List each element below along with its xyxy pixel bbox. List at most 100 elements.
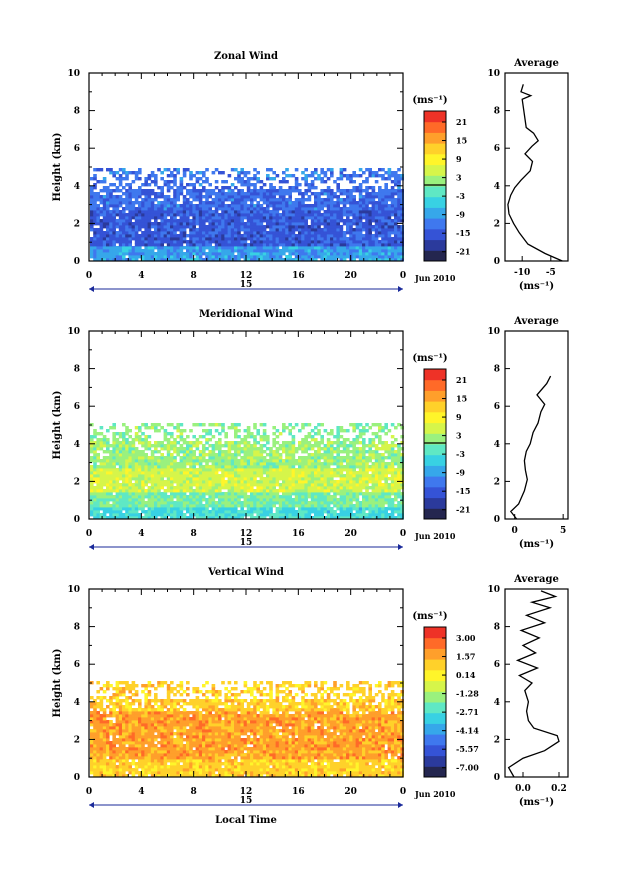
heatmap-cell: [291, 249, 296, 253]
heatmap-cell: [230, 441, 235, 445]
heatmap-cell: [221, 198, 225, 202]
heatmap-cell: [336, 471, 340, 475]
heatmap-cell: [173, 180, 177, 184]
heatmap-cell: [390, 516, 395, 520]
heatmap-cell: [323, 447, 328, 451]
heatmap-cell: [400, 501, 404, 505]
heatmap-cell: [387, 198, 392, 202]
heatmap-cell: [285, 510, 289, 514]
heatmap-cell: [218, 228, 222, 232]
heatmap-cell: [147, 228, 152, 232]
heatmap-cell: [214, 198, 219, 202]
heatmap-cell: [342, 459, 347, 463]
heatmap-cell: [182, 438, 187, 442]
heatmap-cell: [365, 513, 369, 517]
heatmap-cell: [141, 465, 145, 469]
heatmap-cell: [125, 477, 129, 481]
heatmap-cell: [387, 210, 392, 214]
heatmap-cell: [173, 225, 177, 229]
heatmap-cell: [400, 195, 404, 199]
heatmap-cell: [394, 249, 398, 253]
heatmap-cell: [128, 471, 132, 475]
heatmap-cell: [358, 501, 363, 505]
heatmap-cell: [253, 495, 257, 499]
heatmap-cell: [205, 225, 209, 229]
heatmap-cell: [330, 219, 334, 223]
heatmap-cell: [154, 462, 158, 466]
heatmap-cell: [307, 513, 312, 517]
heatmap-cell: [278, 216, 283, 220]
heatmap-cell: [221, 501, 225, 505]
heatmap-cell: [330, 471, 334, 475]
heatmap-cell: [134, 246, 139, 250]
heatmap-cell: [182, 465, 187, 469]
heatmap-cell: [365, 234, 369, 238]
heatmap-cell: [192, 246, 196, 250]
heatmap-cell: [134, 501, 139, 505]
heatmap-cell: [390, 231, 395, 235]
heatmap-cell: [269, 195, 273, 199]
heatmap-cell: [106, 207, 110, 211]
heatmap-cell: [323, 219, 328, 223]
colorbar-tick-label: -3: [456, 191, 465, 201]
heatmap-cell: [262, 234, 267, 238]
heatmap-cell: [310, 225, 315, 229]
heatmap-cell: [256, 510, 260, 514]
heatmap-cell: [342, 495, 347, 499]
heatmap-cell: [275, 228, 280, 232]
heatmap-cell: [278, 207, 283, 211]
heatmap-cell: [256, 246, 260, 250]
heatmap-cell: [346, 246, 350, 250]
heatmap-cell: [262, 201, 267, 205]
heatmap-cell: [381, 468, 385, 472]
heatmap-cell: [154, 213, 158, 217]
heatmap-cell: [224, 252, 228, 256]
heatmap-cell: [291, 258, 296, 262]
heatmap-cell: [138, 255, 142, 259]
heatmap-cell: [112, 516, 116, 520]
heatmap-cell: [371, 510, 376, 514]
heatmap-cell: [307, 510, 312, 514]
heatmap-cell: [106, 516, 110, 520]
heatmap-cell: [368, 249, 372, 253]
heatmap-cell: [154, 177, 158, 181]
heatmap-cell: [310, 192, 315, 196]
heatmap-cell: [387, 246, 392, 250]
heatmap-cell: [266, 201, 270, 205]
heatmap-cell: [304, 243, 308, 247]
heatmap-cell: [317, 453, 321, 457]
heatmap-cell: [288, 516, 292, 520]
heatmap-cell: [304, 240, 308, 244]
heatmap-cell: [323, 243, 328, 247]
heatmap-cell: [157, 441, 161, 445]
heatmap-cell: [179, 207, 184, 211]
heatmap-cell: [179, 234, 184, 238]
heatmap-cell: [144, 225, 148, 229]
heatmap-cell: [112, 240, 116, 244]
heatmap-cell: [154, 240, 158, 244]
heatmap-cell: [352, 216, 356, 220]
heatmap-cell: [301, 252, 305, 256]
heatmap-cell: [288, 228, 292, 232]
heatmap-cell: [166, 438, 171, 442]
heatmap-cell: [362, 480, 366, 484]
heatmap-cell: [109, 219, 113, 223]
heatmap-cell: [333, 213, 337, 217]
heatmap-cell: [368, 474, 372, 478]
heatmap-cell: [250, 501, 254, 505]
heatmap-cell: [269, 258, 273, 262]
heatmap-cell: [170, 513, 174, 517]
heatmap-cell: [291, 246, 296, 250]
heatmap-cell: [128, 255, 132, 259]
heatmap-cell: [320, 216, 324, 220]
heatmap-cell: [227, 489, 232, 493]
heatmap-cell: [237, 225, 241, 229]
heatmap-cell: [294, 234, 299, 238]
heatmap-cell: [128, 495, 132, 499]
average-x-label: (ms⁻¹): [519, 281, 554, 292]
heatmap-cell: [189, 210, 193, 214]
heatmap-cell: [118, 459, 123, 463]
heatmap-cell: [294, 198, 299, 202]
heatmap-cell: [397, 228, 401, 232]
heatmap-cell: [246, 453, 251, 457]
